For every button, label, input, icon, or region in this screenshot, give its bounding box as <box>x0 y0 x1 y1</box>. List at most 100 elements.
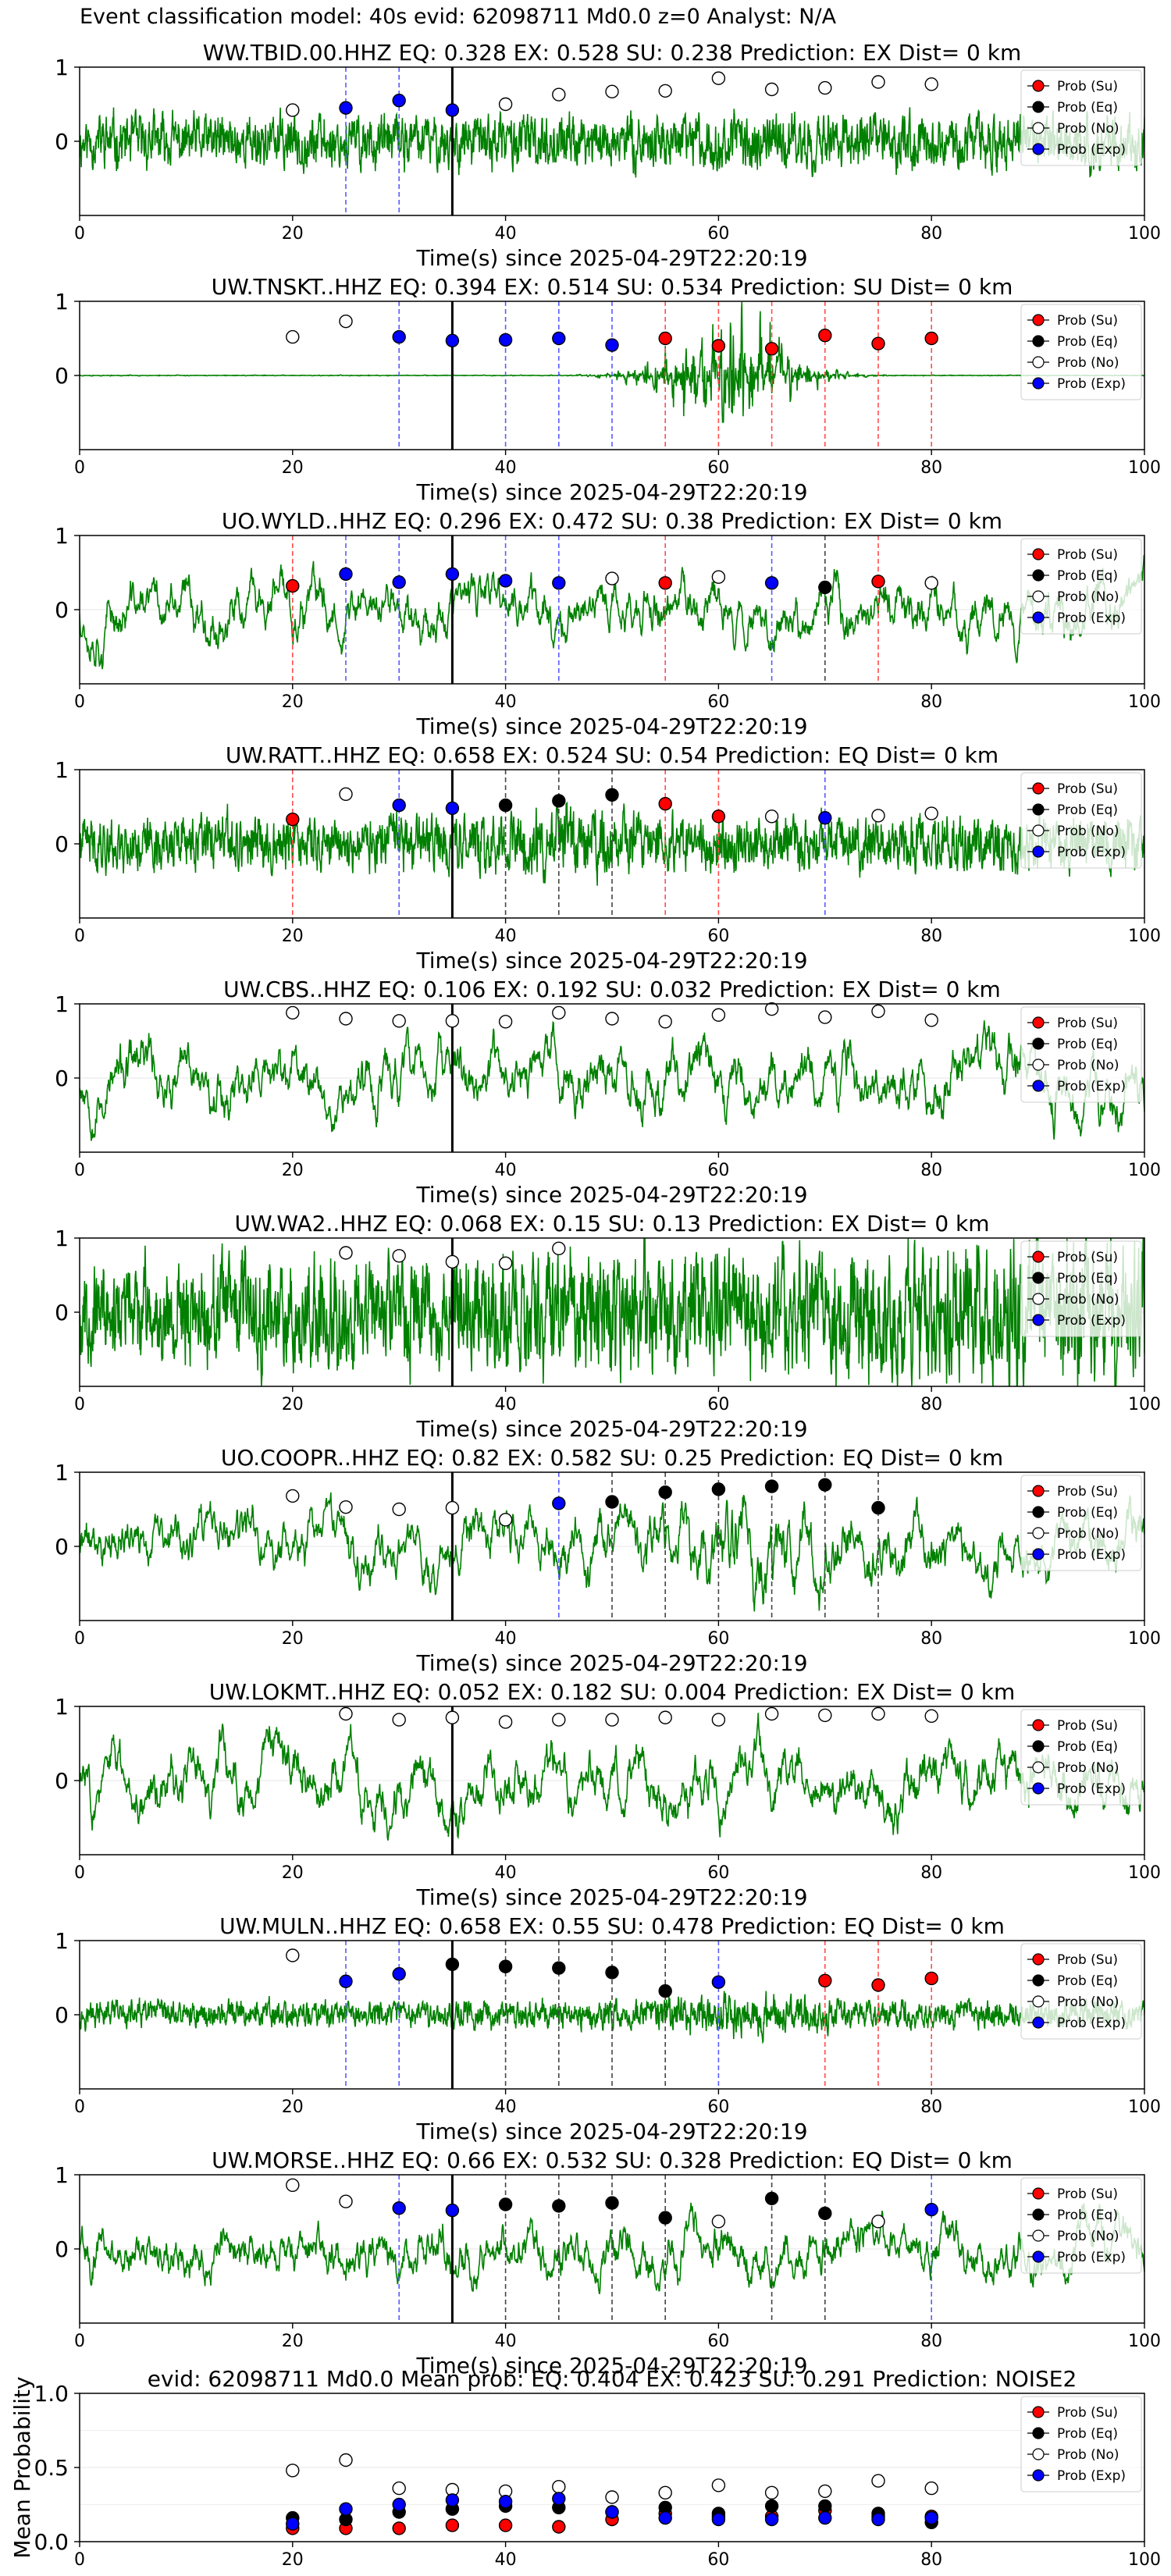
prob-point-no <box>605 84 619 99</box>
prob-point-exp <box>552 331 566 346</box>
legend-label: Prob (No) <box>1057 1526 1119 1542</box>
prob-point-no <box>764 809 779 824</box>
prob-point-eq <box>605 1966 619 1980</box>
prob-point-eq <box>764 2191 779 2206</box>
prob-point-eq <box>871 1500 885 1515</box>
legend-marker-no <box>1032 1293 1045 1305</box>
prob-point-su <box>924 331 938 346</box>
legend-marker-su <box>1032 782 1045 795</box>
prob-point-no <box>711 71 726 85</box>
legend: Prob (Su) Prob (Eq) Prob (No) Prob (Exp) <box>1020 1943 1142 2040</box>
prob-point-no <box>445 1500 460 1515</box>
x-tick-label: 40 <box>495 1161 517 1180</box>
legend-marker-no <box>1032 1995 1045 2008</box>
legend-marker-su <box>1032 2406 1045 2418</box>
legend-marker-eq <box>1032 1506 1045 1518</box>
prob-point-no <box>339 787 353 802</box>
prob-point-exp <box>392 575 406 589</box>
legend-label: Prob (Su) <box>1057 1952 1118 1968</box>
legend-label: Prob (Eq) <box>1057 1037 1118 1052</box>
prob-point-no <box>498 1513 513 1527</box>
x-tick-label: 100 <box>1128 2097 1161 2117</box>
prob-point-no <box>445 1710 460 1724</box>
y-tick-label: 1 <box>55 1694 69 1720</box>
legend-label: Prob (Eq) <box>1057 1505 1118 1521</box>
subplot-title: UW.WA2..HHZ EQ: 0.068 EX: 0.15 SU: 0.13 … <box>234 1211 989 1236</box>
prob-point-no <box>445 1014 460 1028</box>
prob-point-eq <box>605 2196 619 2210</box>
x-tick-label: 80 <box>920 1863 942 1883</box>
x-tick-label: 80 <box>920 1629 942 1649</box>
legend-label: Prob (Eq) <box>1057 2426 1118 2442</box>
y-tick-label: 0 <box>55 831 69 857</box>
prob-point-no <box>339 1246 353 1260</box>
prob-point-eq <box>445 1957 460 1972</box>
waveform-trace <box>80 1492 1144 1612</box>
prob-point-no <box>286 2178 300 2193</box>
prob-point-no <box>286 1948 300 1962</box>
legend-marker-no <box>1032 590 1045 603</box>
mean-prob-point-exp <box>711 2512 726 2527</box>
legend-marker-eq <box>1032 2208 1045 2221</box>
prob-point-no <box>924 1013 938 1027</box>
legend-label: Prob (Su) <box>1057 2186 1118 2202</box>
legend-marker-no <box>1032 824 1045 837</box>
x-tick-label: 20 <box>282 1161 304 1180</box>
prob-point-eq <box>552 794 566 808</box>
prob-point-su <box>871 575 885 589</box>
prob-point-no <box>286 1005 300 1020</box>
legend-label: Prob (No) <box>1057 824 1119 839</box>
x-tick-label: 20 <box>282 1863 304 1883</box>
x-tick-label: 60 <box>707 458 729 478</box>
prob-point-no <box>818 1708 832 1723</box>
x-tick-label: 40 <box>495 692 517 712</box>
mean-prob-point-exp <box>658 2510 672 2525</box>
prob-point-eq <box>764 1479 779 1493</box>
prob-point-exp <box>392 94 406 108</box>
legend-label: Prob (Su) <box>1057 313 1118 329</box>
subplot-7: UO.COOPR..HHZ EQ: 0.82 EX: 0.582 SU: 0.2… <box>55 1445 1161 1676</box>
subplot-6: UW.WA2..HHZ EQ: 0.068 EX: 0.15 SU: 0.13 … <box>55 1211 1161 1442</box>
legend-marker-exp <box>1032 845 1045 858</box>
prob-point-eq <box>658 1485 672 1500</box>
y-tick-label: 0.5 <box>34 2455 69 2481</box>
y-tick-label: 1 <box>55 55 69 80</box>
prob-point-no <box>658 1710 672 1724</box>
x-tick-label: 40 <box>495 1863 517 1883</box>
legend-label: Prob (Exp) <box>1057 142 1126 158</box>
y-tick-label: 1 <box>55 1226 69 1251</box>
x-axis-label: Time(s) since 2025-04-29T22:20:19 <box>415 1182 807 1208</box>
legend-label: Prob (Su) <box>1057 2405 1118 2421</box>
legend-label: Prob (Exp) <box>1057 2468 1126 2484</box>
legend-label: Prob (Exp) <box>1057 376 1126 392</box>
legend-marker-eq <box>1032 803 1045 816</box>
legend: Prob (Su) Prob (Eq) Prob (No) Prob (Exp) <box>1020 1006 1142 1103</box>
mean-prob-point-exp <box>552 2492 566 2506</box>
y-tick-label: 1 <box>55 289 69 315</box>
prob-point-exp <box>605 338 619 352</box>
legend-marker-exp <box>1032 1782 1045 1795</box>
prob-point-no <box>445 1254 460 1269</box>
x-axis-label: Time(s) since 2025-04-29T22:20:19 <box>415 479 807 505</box>
prob-point-exp <box>498 333 513 347</box>
mean-prob-point-exp <box>445 2493 460 2507</box>
legend: Prob (Su) Prob (Eq) Prob (No) Prob (Exp) <box>1020 1709 1142 1806</box>
legend: Prob (Su) Prob (Eq) Prob (No) Prob (Exp) <box>1020 2396 1142 2492</box>
x-tick-label: 40 <box>495 1629 517 1649</box>
legend-marker-eq <box>1032 1037 1045 1050</box>
legend: Prob (Su) Prob (Eq) Prob (No) Prob (Exp) <box>1020 69 1142 166</box>
mean-prob-point-no <box>818 2484 832 2499</box>
legend-box <box>1020 538 1142 635</box>
prob-point-no <box>871 75 885 89</box>
mean-prob-point-exp <box>339 2502 353 2516</box>
prob-point-no <box>552 1713 566 1727</box>
subplot-5: UW.CBS..HHZ EQ: 0.106 EX: 0.192 SU: 0.03… <box>55 977 1161 1208</box>
x-axis-label: Time(s) since 2025-04-29T22:20:19 <box>415 2353 807 2379</box>
subplot-title: evid: 62098711 Md0.0 Mean prob: EQ: 0.40… <box>148 2366 1077 2392</box>
y-tick-label: 0 <box>55 1066 69 1091</box>
prob-point-no <box>871 809 885 823</box>
prob-point-eq <box>605 788 619 802</box>
legend-label: Prob (Eq) <box>1057 100 1118 116</box>
prob-point-no <box>286 329 300 344</box>
prob-point-no <box>339 1500 353 1514</box>
